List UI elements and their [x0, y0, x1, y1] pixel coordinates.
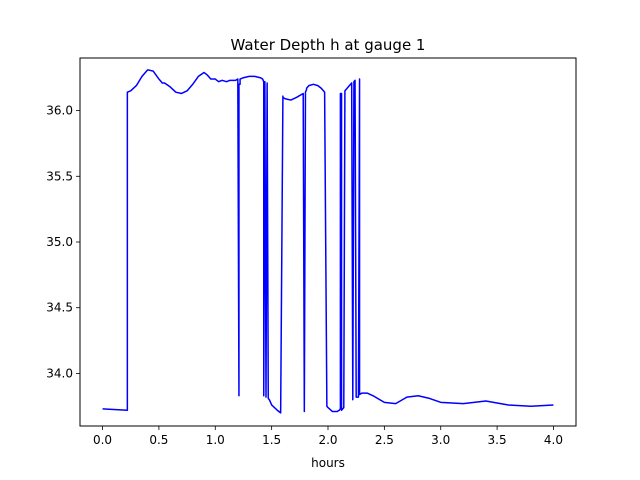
y-axis: 34.0 34.5 35.0 35.5 36.0 [46, 104, 80, 380]
x-axis: 0.0 0.5 1.0 1.5 2.0 2.5 3.0 3.5 4.0 [93, 426, 563, 447]
x-tick-label: 0.5 [149, 433, 168, 447]
x-tick-label: 0.0 [93, 433, 112, 447]
y-tick-label: 35.5 [46, 169, 73, 183]
y-tick-label: 34.0 [46, 366, 73, 380]
x-tick-label: 4.0 [544, 433, 563, 447]
x-tick-label: 3.5 [488, 433, 507, 447]
y-tick-label: 35.0 [46, 235, 73, 249]
y-tick-label: 34.5 [46, 301, 73, 315]
y-tick-label: 36.0 [46, 104, 73, 118]
x-tick-label: 2.0 [318, 433, 337, 447]
x-axis-label: hours [311, 456, 345, 470]
x-tick-label: 3.0 [431, 433, 450, 447]
x-tick-label: 1.0 [206, 433, 225, 447]
plot-area [102, 69, 554, 414]
series-line-0 [102, 69, 554, 414]
x-tick-label: 1.5 [262, 433, 281, 447]
chart-title: Water Depth h at gauge 1 [231, 36, 426, 54]
x-tick-label: 2.5 [375, 433, 394, 447]
